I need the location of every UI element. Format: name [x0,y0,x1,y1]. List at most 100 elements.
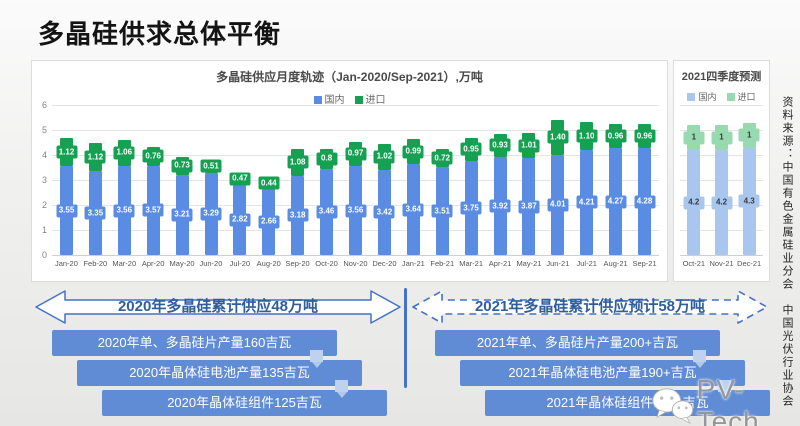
x-tick: Jan-21 [401,259,425,268]
gridline [680,255,763,256]
x-tick: Jun-21 [546,259,570,268]
gridline [52,105,659,106]
bar-value-label: 4.3 [738,194,760,208]
gridline [52,255,659,256]
x-tick: Aug-20 [256,259,281,268]
bar-value-label: 4.2 [711,196,732,209]
x-tick: Sep-21 [632,259,657,268]
x-tick: Jun-20 [199,259,223,268]
x-tick: Aug-21 [603,259,628,268]
bar-value-label: 3.51 [431,204,453,218]
legend-swatch [726,93,735,101]
x-tick: Feb-20 [83,259,108,268]
bar-value-label: 4.01 [547,198,569,212]
y-tick: 3 [41,175,47,185]
forecast-title: 2021四季度预测 [681,71,762,83]
pvtech-logo: PV-Tech [650,374,800,426]
y-tick: 1 [41,225,47,235]
x-tick: Dec-20 [372,259,397,268]
bar-value-label: 3.64 [402,203,424,216]
y-tick: 0 [41,250,47,260]
legend-item-进口: 进口 [726,92,756,102]
y-tick: 4 [41,150,47,160]
bar-value-label: 1.06 [113,146,135,160]
bar-value-label: 3.46 [316,205,338,219]
summary-arrow-2021: 2021年多晶硅累计供应预计58万吨 [412,289,768,325]
legend-item-进口: 进口 [354,95,386,106]
legend-item-国内: 国内 [687,92,717,102]
bar-value-label: 3.87 [518,200,540,214]
bar-value-label: 4.2 [683,196,705,209]
x-tick: Dec-21 [737,259,762,268]
bar-value-label: 0.44 [258,176,280,190]
monthly-supply-plot: 0 1 2 3 4 5 6 3.55 1.12 Jan-20 3.35 1.12 Feb-20 3.56 1… [32,100,667,277]
bar-value-label: 1 [738,128,760,142]
y-tick: 2 [41,200,47,210]
supply-chain-2021-list: 2021年单、多晶硅片产量200+吉瓦 2021年晶体硅电池产量190+吉瓦 202… [435,330,770,421]
monthly-supply-chart-card: 多晶硅供应月度轨迹（Jan-2020/Sep-2021）,万吨 国内 进口 0 1 2… [31,60,668,282]
supply-chain-2020-list: 2020年单、多晶硅片产量160吉瓦 2020年晶体硅电池产量135吉瓦 2020年… [52,330,401,421]
x-tick: Jul-20 [229,259,251,268]
connector-arrow [693,350,706,368]
bar-value-label: 1.08 [287,155,309,169]
x-tick: Feb-21 [430,259,455,268]
x-tick: Nov-20 [343,259,368,268]
x-tick: Mar-20 [112,259,137,268]
bar-value-label: 3.21 [171,208,193,222]
source-note: 资料来源：中国有色金属硅业分会 中国光伏行业协会 [781,96,793,408]
double-arrow-shape [35,290,401,324]
bar-value-label: 3.56 [113,204,135,217]
summary-2021-group: 2021年多晶硅累计供应预计58万吨 2021年单、多晶硅片产量200+吉瓦 20… [412,289,770,421]
summary-arrow-2021-label: 2021年多晶硅累计供应预计58万吨 [474,298,706,315]
bar-value-label: 3.57 [142,203,164,217]
x-tick: Sep-20 [285,259,310,268]
legend-swatch [354,96,363,104]
legend-swatch [687,93,696,101]
bar-value-label: 0.99 [402,145,424,159]
bar-value-label: 1.12 [56,145,77,159]
bar-value-label: 0.8 [316,152,338,165]
x-tick: Apr-21 [488,259,512,268]
bar-value-label: 3.42 [373,205,395,219]
connector-arrow [718,380,731,398]
x-tick: May-20 [169,259,195,268]
supply-chain-item: 2020年晶体硅电池产量135吉瓦 [77,360,362,398]
forecast-legend: 国内 进口 [674,90,769,103]
gridline [52,130,659,131]
y-tick: 5 [41,125,47,135]
bar-value-label: 3.35 [84,206,106,220]
chart-legend: 国内 进口 [32,91,667,106]
summary-arrow-2020: 2020年多晶硅累计供应48万吨 [35,289,401,325]
summary-2020-group: 2020年多晶硅累计供应48万吨 2020年单、多晶硅片产量160吉瓦 2020年… [35,289,401,421]
bar-value-label: 1 [711,131,732,144]
bar-value-label: 1.12 [84,150,106,164]
q4-forecast-card: 2021四季度预测 国内 进口 4.2 1 Oct-21 4.2 1 Nov-21 4.3 1 D… [673,60,770,282]
x-tick: May-21 [516,259,542,268]
y-tick: 6 [41,100,47,110]
logo-text: PV-Tech [696,374,760,426]
bar-value-label: 1.40 [547,130,569,144]
chart-title: 多晶硅供应月度轨迹（Jan-2020/Sep-2021）,万吨 [216,70,483,84]
bar-value-label: 3.55 [56,204,77,218]
x-tick: Oct-21 [682,259,706,268]
bar-value-label: 1.10 [576,129,598,143]
connector-arrow [310,350,323,368]
bar-value-label: 0.72 [431,151,453,165]
gridline [680,105,763,106]
bar-value-label: 3.29 [200,207,222,221]
bar-value-label: 4.27 [605,195,627,209]
bar-value-label: 0.95 [460,142,482,156]
bar-value-label: 0.51 [200,159,222,173]
supply-chain-item: 2020年单、多晶硅片产量160吉瓦 [52,330,337,368]
x-tick: Mar-21 [459,259,484,268]
x-tick: Apr-20 [141,259,165,268]
bar-value-label: 0.97 [345,147,366,161]
bar-value-label: 0.73 [171,159,193,173]
summary-arrow-2020-label: 2020年多晶硅累计供应48万吨 [117,298,319,315]
bar-value-label: 0.96 [605,129,627,143]
bar-value-label: 0.93 [489,138,511,152]
x-tick: Oct-20 [315,259,338,268]
wechat-icon [652,388,694,425]
bar-value-label: 3.92 [489,199,511,213]
